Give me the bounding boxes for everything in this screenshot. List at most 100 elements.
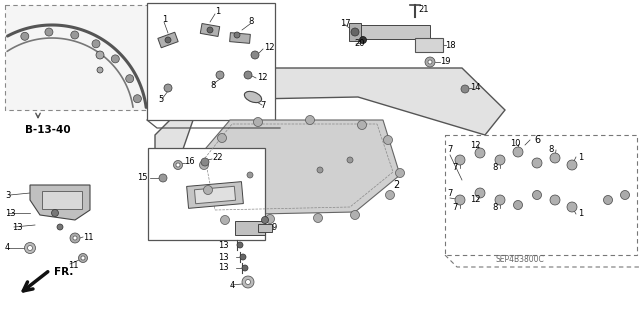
Text: 7: 7 [447,189,452,197]
Circle shape [201,158,209,166]
Circle shape [92,40,100,48]
Circle shape [532,190,541,199]
Text: 10: 10 [510,139,520,149]
Circle shape [351,211,360,219]
Circle shape [567,202,577,212]
Circle shape [513,201,522,210]
Text: 21: 21 [418,5,429,14]
Circle shape [164,84,172,92]
Text: 4: 4 [5,243,10,253]
Bar [158,32,178,48]
Circle shape [133,95,141,103]
Circle shape [428,60,432,64]
Bar [349,23,361,41]
Text: 1: 1 [162,16,167,25]
Text: 2: 2 [393,180,399,190]
Circle shape [317,167,323,173]
Circle shape [455,195,465,205]
Circle shape [621,190,630,199]
Text: 12: 12 [257,73,268,83]
Text: 5: 5 [158,95,163,105]
Text: 11: 11 [83,233,93,241]
Circle shape [314,213,323,222]
Bar [200,24,220,36]
Text: 4: 4 [230,280,236,290]
Circle shape [237,242,243,248]
Circle shape [96,51,104,59]
Circle shape [204,186,212,195]
Text: 8: 8 [548,145,554,154]
Circle shape [425,57,435,67]
Text: 22: 22 [212,153,223,162]
Text: 1: 1 [215,8,220,17]
Circle shape [396,168,404,177]
Text: 16: 16 [184,158,195,167]
Circle shape [532,158,542,168]
Bar [42,191,82,209]
Bar [352,25,430,39]
Circle shape [262,217,269,224]
Circle shape [495,195,505,205]
Circle shape [567,160,577,170]
Text: 12: 12 [470,196,481,204]
Text: 6: 6 [534,135,540,145]
Circle shape [347,157,353,163]
Circle shape [81,256,85,260]
Text: 8: 8 [210,80,216,90]
Circle shape [51,210,58,217]
Circle shape [475,188,485,198]
Circle shape [360,36,367,43]
Text: SEP4B3800C: SEP4B3800C [495,256,544,264]
Text: 13: 13 [12,222,22,232]
Ellipse shape [244,91,262,103]
Circle shape [176,163,180,167]
Text: 7: 7 [447,145,452,154]
Circle shape [385,190,394,199]
Circle shape [305,115,314,124]
Circle shape [216,71,224,79]
Circle shape [266,214,275,224]
Text: 3: 3 [5,190,10,199]
Circle shape [28,246,33,250]
Circle shape [165,37,171,43]
Bar [148,148,265,240]
Polygon shape [155,68,505,230]
Text: 12: 12 [470,140,481,150]
Circle shape [246,279,250,285]
Bar [235,221,265,235]
Text: 8: 8 [492,164,497,173]
Circle shape [461,85,469,93]
Circle shape [251,51,259,59]
Text: 8: 8 [492,204,497,212]
Text: 1: 1 [578,152,583,161]
Text: 13: 13 [218,241,228,249]
Circle shape [351,28,359,36]
Text: 14: 14 [470,83,481,92]
Circle shape [604,196,612,204]
Text: 8: 8 [248,18,253,26]
Circle shape [57,224,63,230]
Circle shape [244,71,252,79]
Circle shape [159,174,167,182]
Circle shape [495,155,505,165]
Circle shape [207,27,213,33]
Circle shape [24,242,35,254]
Circle shape [383,136,392,145]
Circle shape [550,195,560,205]
Circle shape [455,155,465,165]
Text: 7: 7 [452,204,458,212]
Text: 13: 13 [218,263,228,272]
Bar [147,3,275,120]
Text: 12: 12 [264,43,275,53]
Polygon shape [200,120,400,215]
Circle shape [218,133,227,143]
Circle shape [73,236,77,240]
Circle shape [97,67,103,73]
Text: FR.: FR. [54,267,74,277]
Text: 7: 7 [260,101,266,110]
Circle shape [247,172,253,178]
Circle shape [125,75,134,83]
Circle shape [111,55,119,63]
Circle shape [242,276,254,288]
Circle shape [358,121,367,130]
